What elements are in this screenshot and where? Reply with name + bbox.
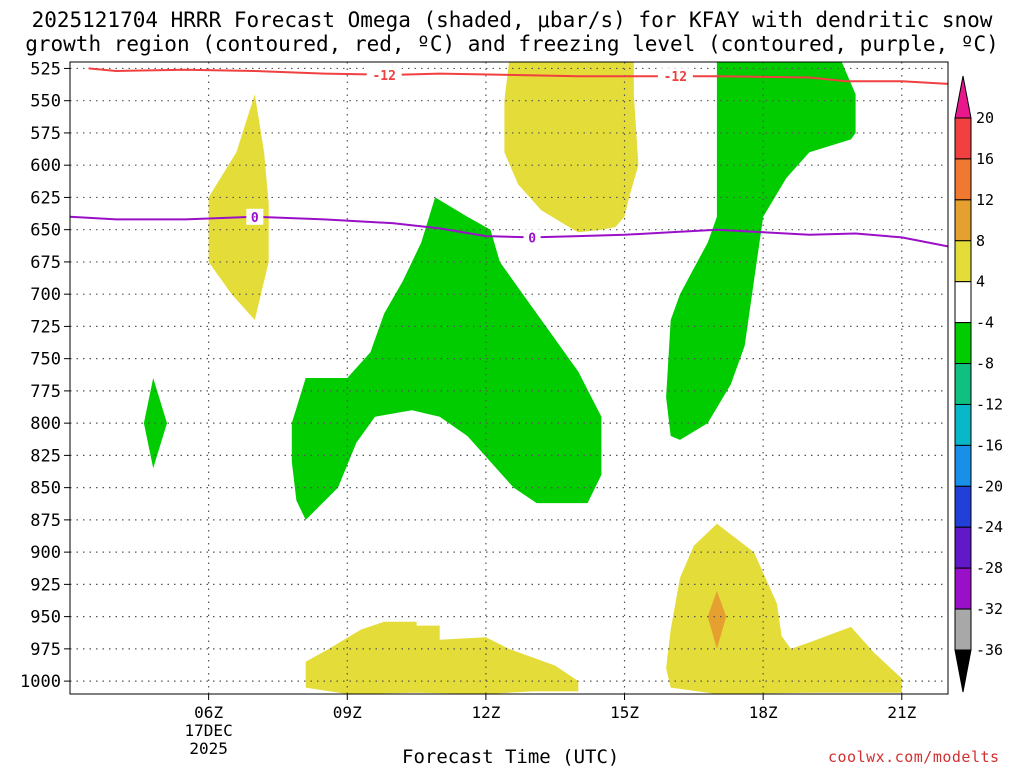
- colorbar-swatch: [954, 281, 972, 324]
- colorbar-swatch: [954, 608, 972, 651]
- omega-shaded-regions: [143, 62, 902, 694]
- grid-lines: [70, 62, 948, 694]
- plot-frame: [69, 61, 949, 695]
- x-tick-label: 12Z: [471, 703, 500, 722]
- colorbar-tick-label: 12: [976, 191, 994, 209]
- colorbar-tick-label: -20: [976, 477, 1003, 495]
- y-tick-label: 625: [30, 188, 61, 208]
- colorbar-swatch: [954, 240, 972, 283]
- colorbar-tick-label: -8: [976, 355, 994, 373]
- y-tick-label: 725: [30, 317, 61, 337]
- chart-title-line-2: growth region (contoured, red, ºC) and f…: [25, 32, 999, 56]
- omega-region-7: [707, 590, 727, 649]
- x-axis-label: Forecast Time (UTC): [402, 746, 620, 768]
- contour-label-bg: [246, 208, 264, 225]
- omega-region-0: [666, 62, 856, 440]
- colorbar-tick-label: 4: [976, 273, 985, 291]
- y-tick-label: 525: [30, 59, 61, 79]
- colorbar-tick-label: 8: [976, 232, 985, 250]
- y-tick-label: 575: [30, 124, 61, 144]
- y-axis-ticks: 525 550 575 600 625 650 675 700 725 750 775 800 825 8…: [20, 59, 70, 692]
- contour-label: 0: [528, 231, 536, 246]
- colorbar-swatch: [954, 363, 972, 405]
- colorbar-tick-label: -32: [976, 600, 1003, 618]
- colorbar-tick-label: 16: [976, 150, 994, 168]
- contour-label: -12: [664, 70, 687, 85]
- colorbar-arrow-bottom: [954, 649, 972, 693]
- colorbar-swatch: [954, 485, 972, 528]
- x-tick-date: 17DEC: [185, 721, 233, 740]
- y-tick-label: 775: [30, 382, 61, 402]
- omega-region-6: [666, 523, 902, 694]
- y-tick-label: 675: [30, 253, 61, 273]
- omega-region-1: [291, 197, 602, 520]
- colorbar-swatch: [954, 567, 972, 610]
- site-credit: coolwx.com/modelts: [828, 748, 1000, 766]
- colorbar-tick-label: -24: [976, 518, 1003, 536]
- y-tick-label: 825: [30, 446, 61, 466]
- colorbar-swatch: [954, 444, 972, 487]
- chart-title-line-1: 2025121704 HRRR Forecast Omega (shaded, …: [31, 8, 993, 32]
- contour-label: 0: [251, 211, 259, 226]
- x-tick-label: 18Z: [749, 703, 778, 722]
- y-tick-label: 750: [30, 350, 61, 370]
- colorbar-tick-label: -12: [976, 395, 1003, 413]
- colorbar-swatch: [954, 199, 972, 242]
- x-tick-label: 06Z: [194, 703, 223, 722]
- y-tick-label: 875: [30, 511, 61, 531]
- y-tick-label: 550: [30, 92, 61, 112]
- contour-label-bg: [366, 66, 402, 83]
- y-tick-label: 700: [30, 285, 61, 305]
- omega-region-4: [208, 94, 269, 320]
- colorbar-tick-label: 20: [976, 109, 994, 127]
- x-tick-label: 21Z: [887, 703, 916, 722]
- x-tick-year: 2025: [189, 739, 228, 758]
- colorbar-tick-label: -28: [976, 559, 1003, 577]
- colorbar-swatch: [954, 526, 972, 569]
- x-tick-label: 15Z: [610, 703, 639, 722]
- colorbar-tick-label: -36: [976, 641, 1003, 659]
- contour-lines: -12 -12 0 0: [70, 66, 948, 248]
- colorbar-swatch: [954, 117, 972, 160]
- colorbar-swatch: [954, 322, 972, 365]
- contour-label-bg: [523, 229, 541, 246]
- y-tick-label: 1000: [20, 672, 61, 692]
- contour-label-bg: [657, 68, 693, 85]
- contour-line-1: [70, 215, 948, 248]
- y-tick-label: 650: [30, 221, 61, 241]
- y-tick-label: 950: [30, 608, 61, 628]
- colorbar-swatch: [954, 403, 972, 446]
- omega-region-5: [305, 621, 579, 694]
- colorbar-tick-label: -16: [976, 436, 1003, 454]
- colorbar-arrow-top: [954, 75, 972, 119]
- contour-label: -12: [372, 69, 395, 84]
- y-tick-label: 900: [30, 543, 61, 563]
- y-tick-label: 975: [30, 640, 61, 660]
- y-tick-label: 925: [30, 575, 61, 595]
- y-tick-label: 850: [30, 479, 61, 499]
- colorbar: 20 16 12 8 4 -4 -8 -12 -16 -20 -24 -28 -32 -36: [954, 75, 1003, 693]
- omega-region-3: [504, 62, 639, 233]
- colorbar-swatch: [954, 158, 972, 201]
- x-tick-label: 09Z: [333, 703, 362, 722]
- y-tick-label: 600: [30, 156, 61, 176]
- contour-line-0: [88, 67, 948, 85]
- colorbar-tick-label: -4: [976, 314, 994, 332]
- chart-title: 2025121704 HRRR Forecast Omega (shaded, …: [0, 8, 1024, 56]
- y-tick-label: 800: [30, 414, 61, 434]
